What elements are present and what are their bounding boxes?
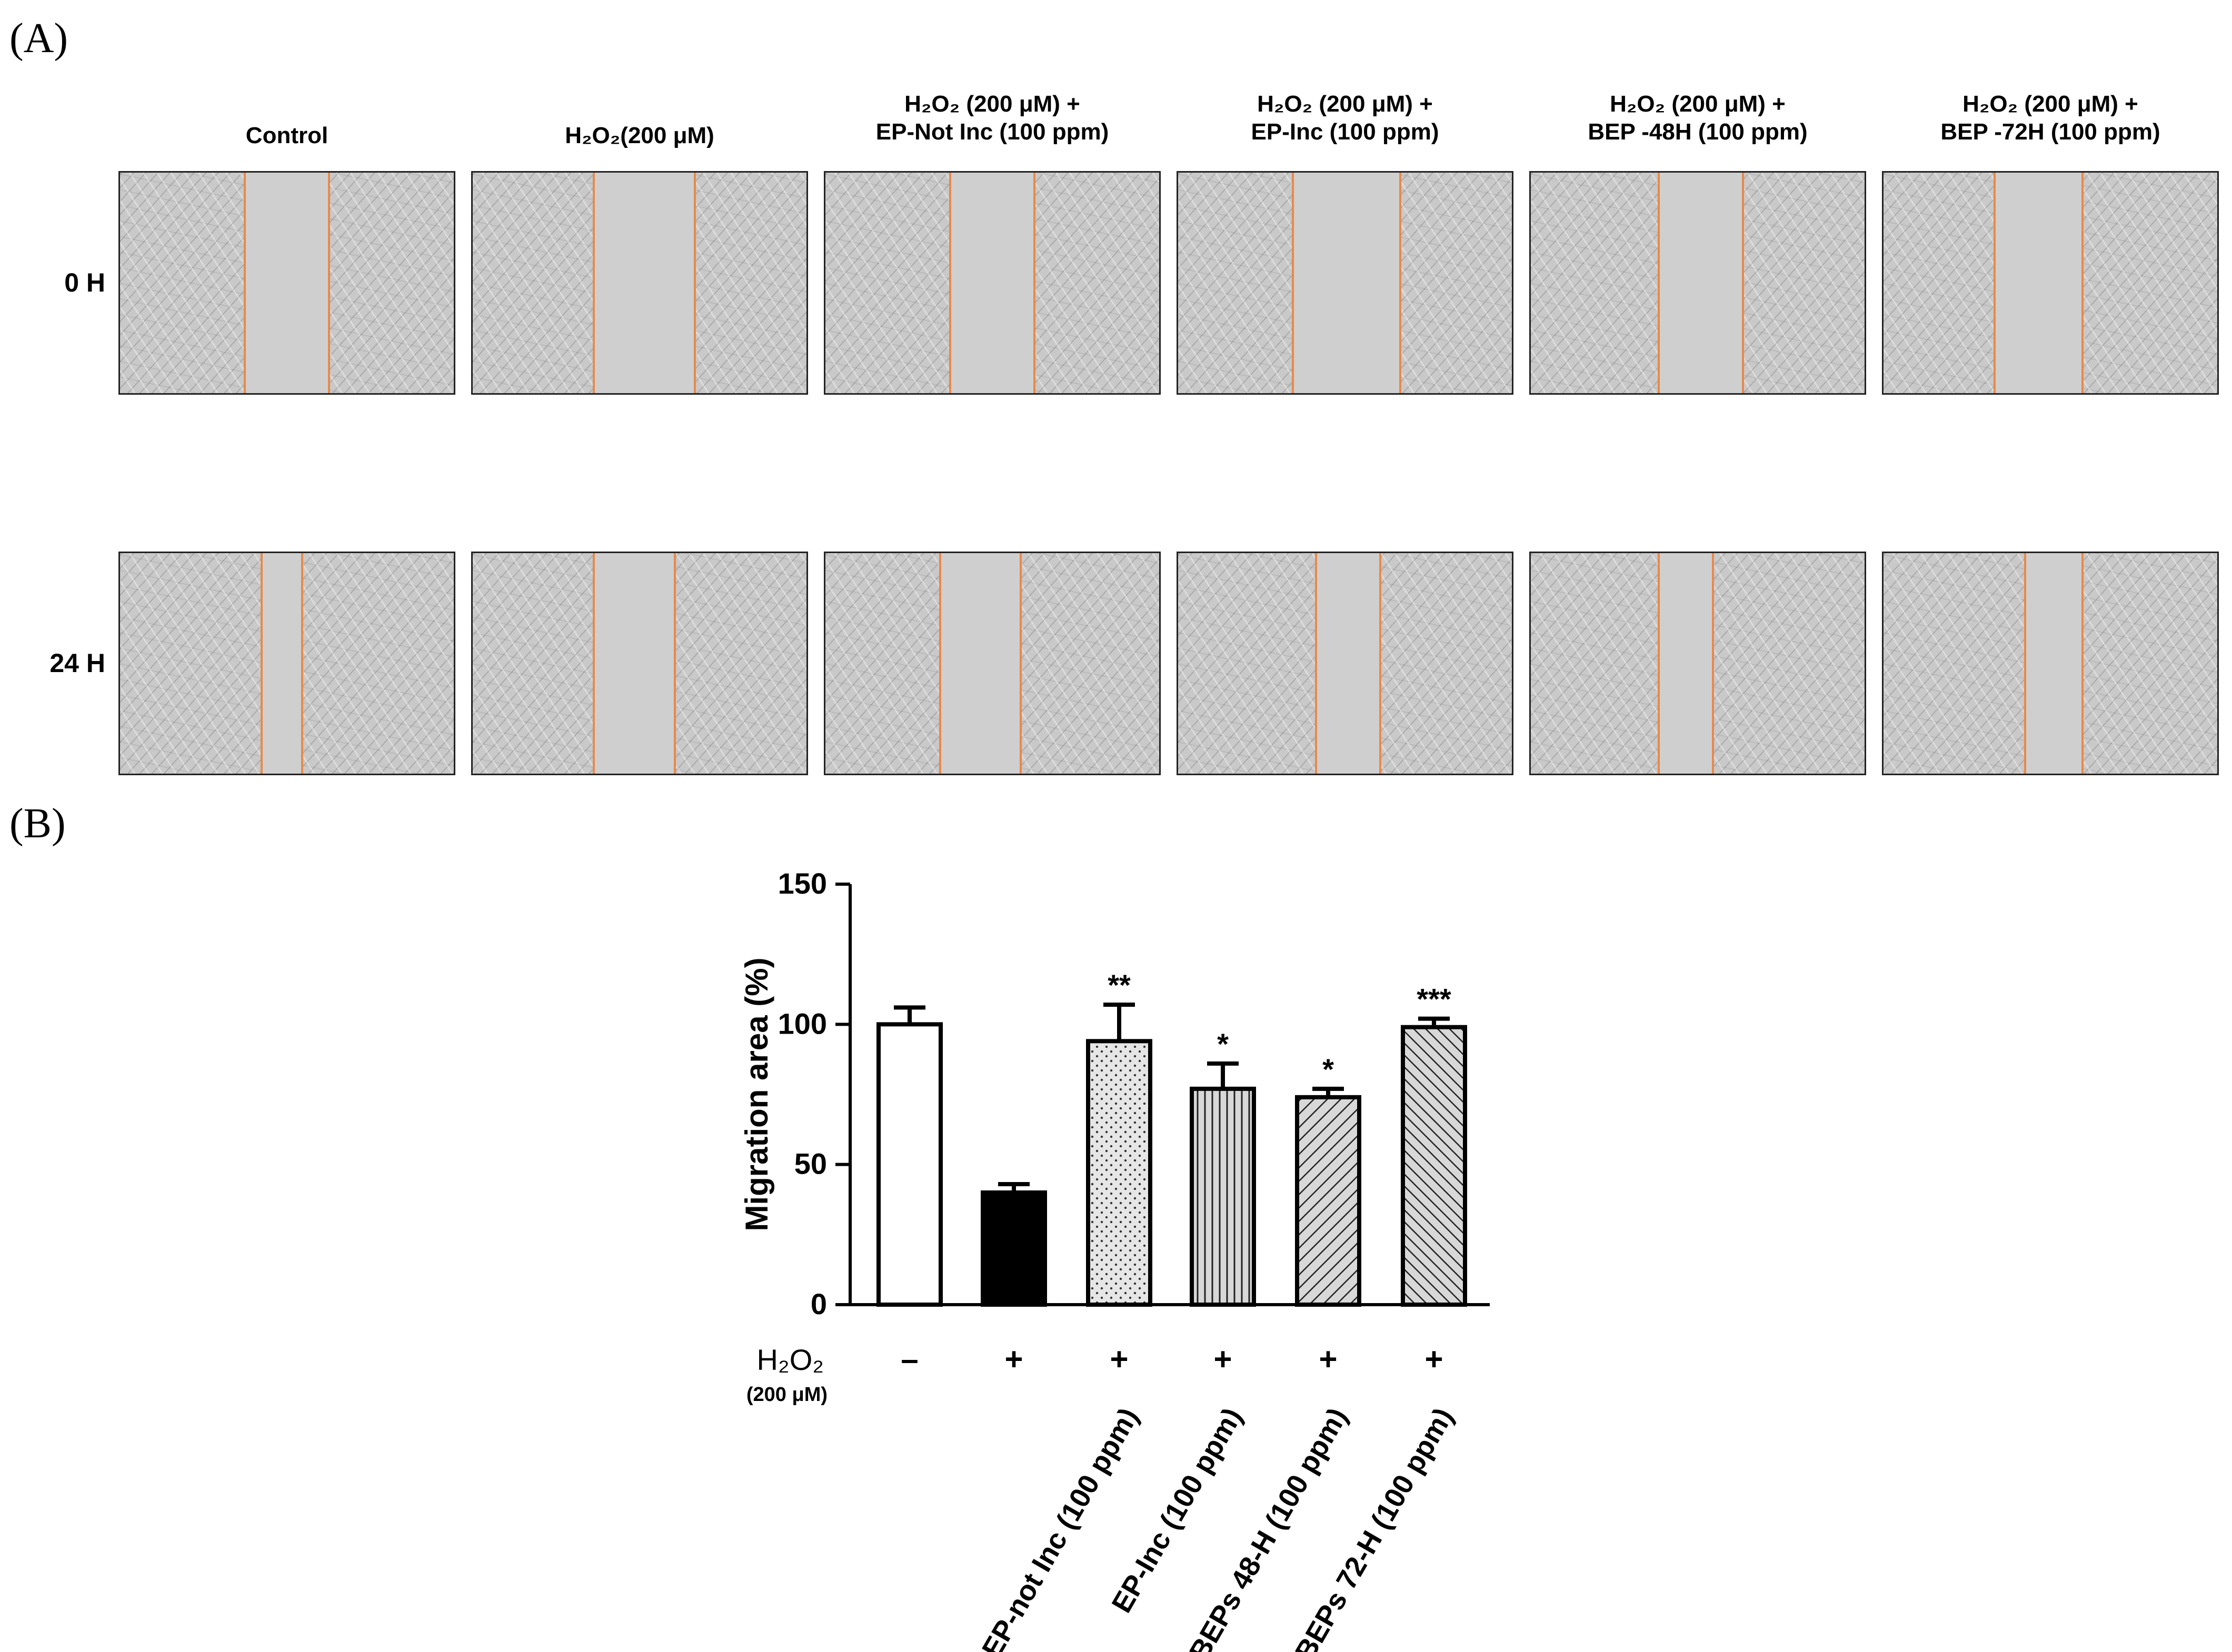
wound-edge-line xyxy=(1291,173,1294,393)
h2o2-sign: – xyxy=(901,1341,918,1377)
significance-marker: * xyxy=(1217,1027,1229,1060)
wound-edge-line xyxy=(1315,553,1318,774)
column-label-line2: EP-Not Inc (100 ppm) xyxy=(875,118,1109,145)
wound-edge-line xyxy=(939,553,941,774)
h2o2-sign: + xyxy=(1004,1341,1023,1377)
h2o2-sign: + xyxy=(1213,1341,1232,1377)
column-label: H₂O₂(200 μM) xyxy=(471,122,808,150)
micrograph-tile xyxy=(1882,552,2219,775)
wound-edge-line xyxy=(949,173,951,393)
wound-edge-line xyxy=(301,553,303,774)
column-label-line1: Control xyxy=(245,123,328,148)
micrograph-tile xyxy=(824,171,1161,395)
column-label-line1: H₂O₂ (200 μM) + xyxy=(1610,91,1786,117)
micrograph-tile xyxy=(1529,552,1866,775)
wound-gap xyxy=(1659,553,1713,774)
wound-edge-line xyxy=(593,173,595,393)
h2o2-sign: + xyxy=(1319,1341,1337,1377)
y-tick-label: 50 xyxy=(794,1147,827,1180)
wound-gap xyxy=(1316,553,1380,774)
wound-edge-line xyxy=(1994,173,1996,393)
wound-gap xyxy=(1659,173,1743,393)
column-label-line1: H₂O₂ (200 μM) + xyxy=(1962,91,2138,117)
bar xyxy=(1401,1025,1467,1307)
wound-edge-line xyxy=(2081,553,2084,774)
wound-gap xyxy=(594,553,675,774)
bar xyxy=(876,1022,943,1307)
panel-a-letter: (A) xyxy=(9,15,68,62)
column-label: H₂O₂ (200 μM) + BEP -48H (100 ppm) xyxy=(1529,91,1866,146)
y-tick-label: 0 xyxy=(811,1287,827,1320)
micrograph-tile xyxy=(1882,171,2219,395)
column-label-line2: BEP -48H (100 ppm) xyxy=(1588,118,1808,145)
bar xyxy=(1295,1095,1361,1307)
significance-marker: ** xyxy=(1108,968,1131,1002)
wound-gap xyxy=(2025,553,2082,774)
bar xyxy=(1086,1039,1152,1307)
micrograph-tile xyxy=(1177,171,1513,395)
y-tick-label: 100 xyxy=(778,1007,827,1040)
wound-gap xyxy=(1292,173,1401,393)
wound-gap xyxy=(1995,173,2082,393)
wound-gap xyxy=(940,553,1021,774)
h2o2-row-label: H₂O₂ xyxy=(757,1343,824,1376)
column-label: H₂O₂ (200 μM) + EP-Not Inc (100 ppm) xyxy=(824,91,1161,146)
column-label-line1: H₂O₂(200 μM) xyxy=(565,123,714,148)
wound-edge-line xyxy=(1711,553,1714,774)
x-category-label: EP-not Inc (100 ppm) xyxy=(976,1403,1144,1652)
wound-edge-line xyxy=(1020,553,1022,774)
wound-gap xyxy=(261,553,302,774)
h2o2-row-sublabel: (200 μM) xyxy=(746,1384,828,1406)
wound-edge-line xyxy=(2081,173,2084,393)
column-label: H₂O₂ (200 μM) + EP-Inc (100 ppm) xyxy=(1177,91,1513,146)
significance-marker: *** xyxy=(1417,983,1451,1016)
wound-gap xyxy=(594,173,695,393)
wound-edge-line xyxy=(243,173,246,393)
column-label-line1: H₂O₂ (200 μM) + xyxy=(1257,91,1433,117)
wound-edge-line xyxy=(1742,173,1745,393)
micrograph-tile xyxy=(471,552,808,775)
row-label: 24 H xyxy=(49,648,105,678)
h2o2-sign: + xyxy=(1424,1341,1443,1377)
h2o2-sign: + xyxy=(1110,1341,1128,1377)
column-label-line2: BEP -72H (100 ppm) xyxy=(1940,118,2160,145)
micrograph-tile xyxy=(471,171,808,395)
bar xyxy=(981,1190,1047,1307)
micrograph-tile xyxy=(118,552,455,775)
wound-gap xyxy=(950,173,1034,393)
bar xyxy=(1190,1086,1256,1307)
y-axis-label: Migration area (%) xyxy=(739,957,774,1231)
column-label-line1: H₂O₂ (200 μM) + xyxy=(904,91,1080,117)
micrograph-tile xyxy=(824,552,1161,775)
row-label: 0 H xyxy=(64,267,105,297)
micrograph-tile xyxy=(118,171,455,395)
column-label: H₂O₂ (200 μM) + BEP -72H (100 ppm) xyxy=(1882,91,2219,146)
micrograph-tile xyxy=(1177,552,1513,775)
wound-gap xyxy=(244,173,329,393)
wound-edge-line xyxy=(674,553,676,774)
wound-edge-line xyxy=(694,173,696,393)
wound-edge-line xyxy=(593,553,595,774)
y-tick-label: 150 xyxy=(778,867,827,900)
wound-edge-line xyxy=(327,173,330,393)
column-label-line2: EP-Inc (100 ppm) xyxy=(1251,118,1439,145)
wound-edge-line xyxy=(1658,553,1660,774)
wound-edge-line xyxy=(1399,173,1402,393)
micrograph-tile xyxy=(1529,171,1866,395)
wound-edge-line xyxy=(1033,173,1035,393)
wound-edge-line xyxy=(1658,173,1660,393)
wound-edge-line xyxy=(260,553,263,774)
wound-edge-line xyxy=(2024,553,2026,774)
column-label: Control xyxy=(118,122,455,150)
wound-edge-line xyxy=(1379,553,1381,774)
significance-marker: * xyxy=(1322,1053,1334,1086)
panel-b-letter: (B) xyxy=(9,800,66,847)
